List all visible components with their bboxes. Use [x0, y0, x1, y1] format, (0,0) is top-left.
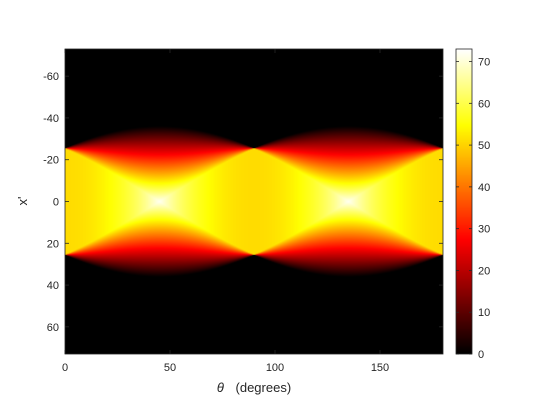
- y-tick-label: -60: [43, 71, 59, 83]
- colorbar-tick-label: 30: [478, 224, 490, 236]
- colorbar-tick-label: 40: [478, 182, 490, 194]
- x-tick-label: 100: [266, 362, 284, 374]
- colorbar: 0 10 20 30 40 50 60 70: [455, 48, 490, 361]
- y-tick-label: 40: [47, 280, 59, 292]
- colorbar-tick-label: 0: [478, 349, 484, 361]
- y-tick-label: 60: [47, 322, 59, 334]
- x-axis-ticks: 0 50 100 150: [62, 49, 389, 374]
- y-tick-label: 0: [53, 197, 59, 209]
- colorbar-tick-label: 50: [478, 140, 490, 152]
- colorbar-tick-label: 10: [478, 307, 490, 319]
- colorbar-image: [456, 49, 472, 354]
- y-tick-label: 20: [47, 238, 59, 250]
- x-tick-label: 50: [164, 362, 176, 374]
- x-axis-unit: (degrees): [236, 380, 292, 395]
- colorbar-tick-label: 60: [478, 98, 490, 110]
- x-tick-label: 0: [62, 362, 68, 374]
- heatmap-image: [65, 49, 443, 354]
- colorbar-tick-label: 70: [478, 57, 490, 69]
- y-tick-label: -20: [43, 155, 59, 167]
- y-tick-label: -40: [43, 113, 59, 125]
- x-axis-symbol: θ: [217, 380, 224, 395]
- y-axis-ticks: -60 -40 -20 0 20 40 60: [43, 71, 443, 334]
- x-tick-label: 150: [371, 362, 389, 374]
- colorbar-frame: [455, 48, 473, 355]
- plot-area: [64, 48, 444, 355]
- colorbar-ticks: 0 10 20 30 40 50 60 70: [456, 57, 490, 361]
- colorbar-tick-label: 20: [478, 265, 490, 277]
- x-axis-label: θ (degrees): [217, 380, 291, 395]
- y-axis-label: x': [15, 197, 30, 206]
